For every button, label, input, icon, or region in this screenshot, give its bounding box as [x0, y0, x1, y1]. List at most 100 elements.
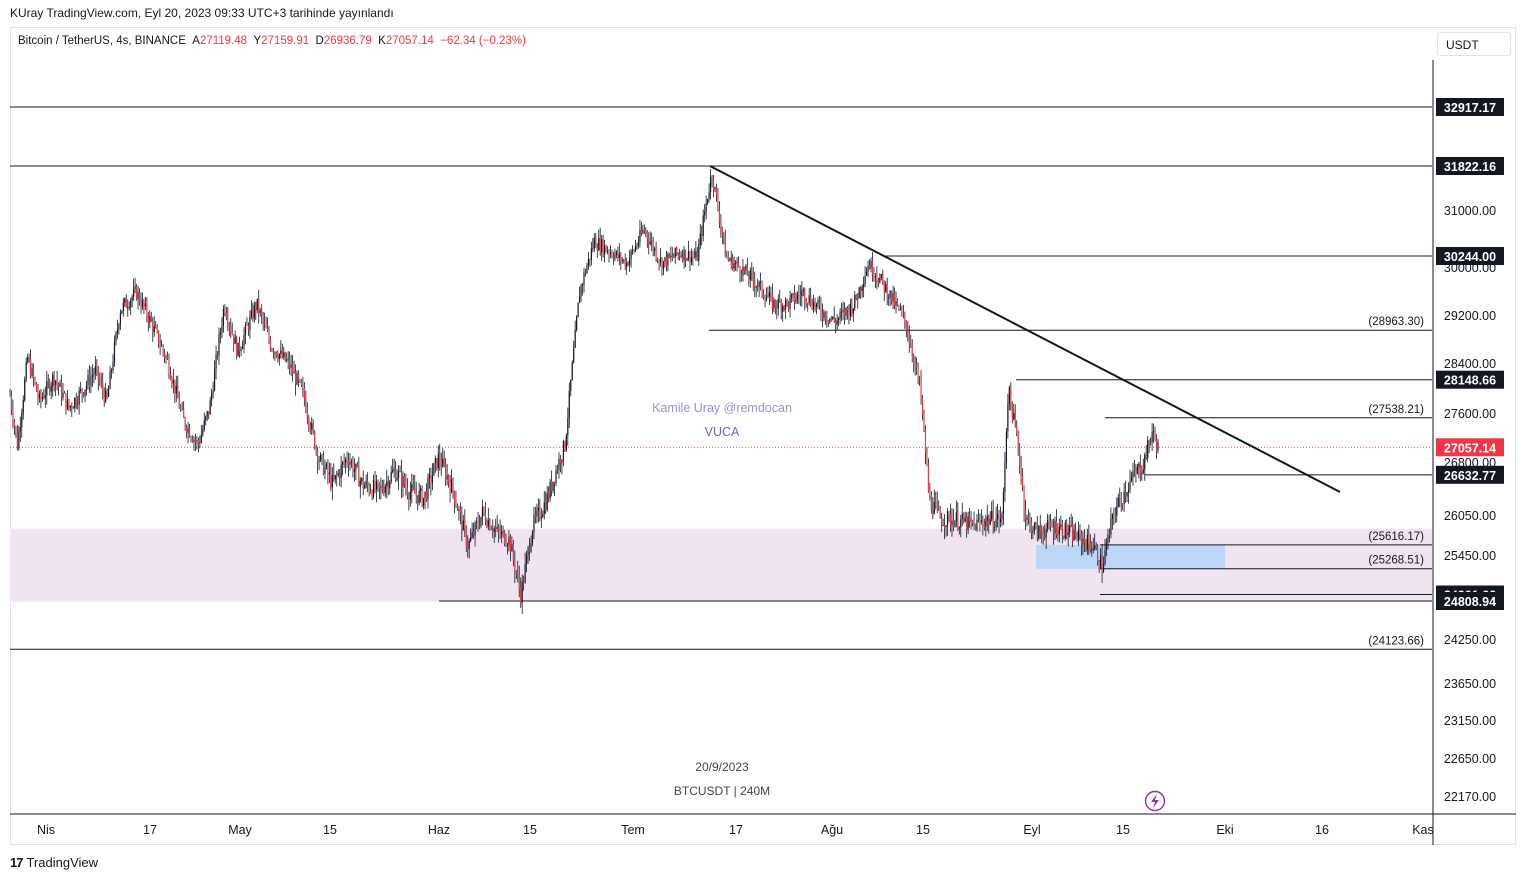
- candle: [811, 298, 813, 311]
- candle-body: [97, 366, 99, 380]
- candle-body: [1108, 534, 1111, 536]
- candle-body: [1138, 463, 1140, 468]
- candle: [711, 174, 713, 188]
- candle-body: [604, 245, 606, 255]
- candle-body: [1142, 469, 1144, 473]
- candle: [239, 336, 241, 358]
- level-price-tag[interactable]: [1436, 370, 1504, 389]
- candle: [640, 221, 642, 237]
- trendline[interactable]: [709, 165, 1341, 493]
- candle-body: [421, 488, 423, 506]
- candle-body: [970, 520, 972, 521]
- level-price-tag[interactable]: [1436, 465, 1504, 484]
- level-price-tag[interactable]: [1436, 592, 1504, 610]
- candle: [34, 376, 36, 386]
- legend-change: −62.34 (−0.23%): [440, 35, 526, 47]
- candle-body: [477, 522, 479, 526]
- candle: [1105, 537, 1108, 557]
- candle-body: [1133, 471, 1136, 473]
- candle: [118, 322, 120, 335]
- candle-body: [754, 281, 756, 288]
- candle-body: [256, 298, 258, 311]
- candle: [924, 425, 927, 465]
- candle: [1104, 539, 1106, 566]
- candle: [876, 266, 878, 290]
- level-price-tag[interactable]: [1436, 247, 1504, 265]
- candle: [864, 266, 866, 288]
- candle-body: [952, 520, 955, 528]
- candle: [430, 467, 432, 496]
- candle: [169, 366, 172, 381]
- candle-body: [704, 211, 706, 216]
- candle: [1101, 544, 1103, 584]
- candle-body: [1125, 491, 1127, 497]
- candle-body: [930, 495, 932, 510]
- time-tick-label: Nis: [37, 823, 55, 837]
- candle: [967, 511, 969, 534]
- candle-body: [1024, 510, 1027, 520]
- candle-body: [888, 297, 890, 299]
- candle-body: [767, 296, 769, 298]
- candle: [344, 457, 347, 474]
- candle: [861, 284, 863, 298]
- candle: [250, 300, 252, 320]
- candle: [49, 378, 51, 396]
- candle: [954, 519, 956, 528]
- candle: [489, 518, 491, 531]
- candle-body: [445, 464, 447, 480]
- candle-body: [389, 481, 391, 489]
- footer-brand[interactable]: 17 TradingView: [10, 855, 98, 870]
- candle: [1016, 420, 1018, 437]
- order-block-zone: [1036, 544, 1225, 569]
- candle: [12, 399, 14, 429]
- candle: [27, 353, 29, 364]
- candle: [112, 354, 114, 374]
- legend-low-label: D: [315, 35, 324, 47]
- candle: [985, 514, 987, 537]
- candle-body: [855, 295, 857, 299]
- candle-body: [100, 381, 102, 383]
- candle: [115, 331, 117, 346]
- level-price-tag[interactable]: [1436, 98, 1504, 116]
- candle-body: [422, 497, 425, 506]
- candle-body: [976, 519, 978, 531]
- candle-body: [892, 293, 894, 302]
- candle: [904, 311, 906, 329]
- candle: [392, 458, 394, 474]
- candle-body: [227, 317, 229, 325]
- candle-body: [289, 358, 291, 368]
- candle: [1154, 426, 1156, 442]
- candle-body: [568, 390, 570, 418]
- candle-body: [868, 265, 871, 269]
- candle-body: [645, 230, 647, 232]
- candle: [59, 379, 61, 387]
- candle-body: [684, 249, 687, 261]
- candle: [414, 474, 416, 494]
- candle-body: [15, 426, 17, 433]
- candle-body: [246, 325, 248, 326]
- candle: [256, 298, 258, 314]
- candle-body: [963, 513, 965, 522]
- candle-body: [1151, 432, 1153, 442]
- candle-body: [1147, 440, 1149, 459]
- candle-body: [130, 300, 132, 308]
- candle: [32, 363, 35, 387]
- candle: [149, 310, 151, 329]
- lightning-icon[interactable]: [1144, 790, 1166, 812]
- candle: [343, 453, 345, 469]
- candle: [500, 524, 503, 544]
- level-price-tag[interactable]: [1436, 157, 1504, 175]
- candle-body: [659, 258, 662, 262]
- candle: [417, 495, 419, 511]
- currency-selector[interactable]: USDT: [1437, 32, 1511, 56]
- candle: [262, 312, 264, 331]
- last-price-tag[interactable]: [1436, 438, 1504, 457]
- candle-body: [718, 208, 721, 222]
- time-tick-label: 17: [729, 823, 743, 837]
- candle-body: [1066, 522, 1068, 535]
- candle: [1047, 513, 1049, 533]
- candle: [824, 311, 826, 325]
- candle: [299, 378, 301, 384]
- candle-body: [891, 290, 893, 302]
